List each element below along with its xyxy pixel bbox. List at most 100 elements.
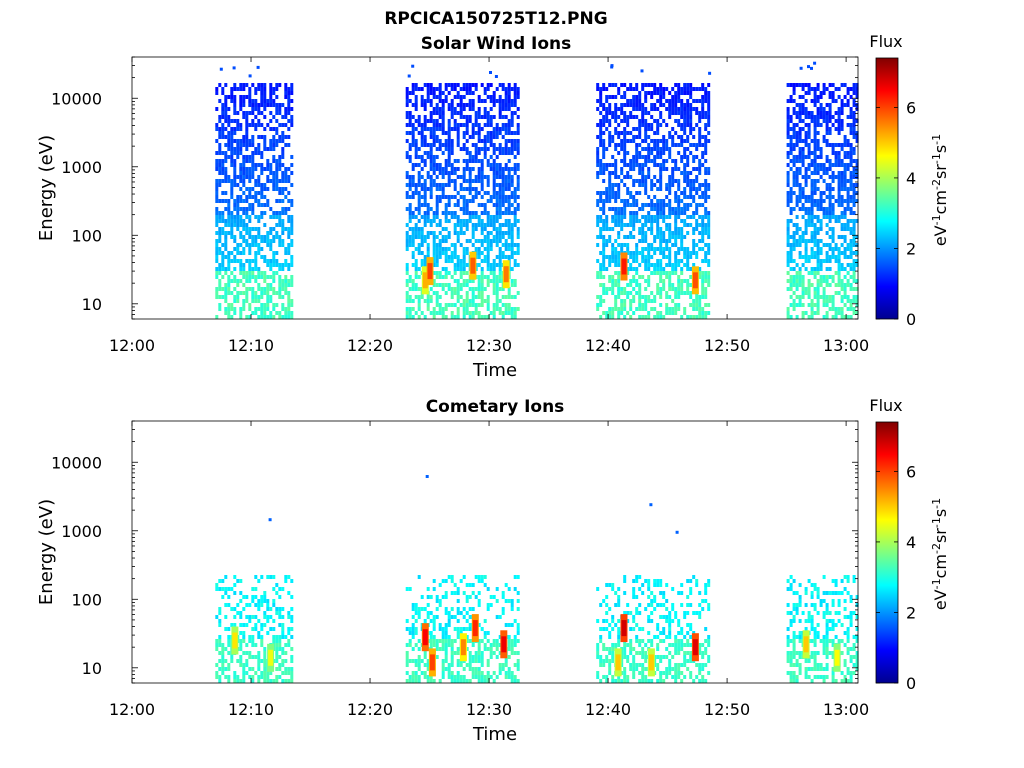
spectrogram-cell: [843, 287, 847, 291]
spectrogram-cell: [504, 255, 508, 259]
spectrogram-cell: [831, 239, 835, 243]
spectrogram-cell: [617, 295, 621, 299]
spectrogram-cell: [656, 123, 660, 127]
spectrogram-cell: [224, 151, 228, 155]
spectrogram-cell: [287, 307, 291, 311]
spectrogram-cell: [474, 223, 478, 227]
spectrogram-cell: [611, 259, 615, 263]
spectrogram-cell: [644, 295, 648, 299]
spectrogram-cell: [233, 163, 237, 167]
spectrogram-cell: [263, 239, 267, 243]
spectrogram-cell: [804, 131, 808, 135]
spectrogram-cell: [507, 91, 511, 95]
spectrogram-cell: [254, 299, 258, 303]
spectrogram-cell: [638, 123, 642, 127]
spectrogram-cell: [221, 171, 225, 175]
spectrogram-cell: [789, 219, 793, 223]
spectrogram-cell: [617, 307, 621, 311]
spectrogram-cell: [411, 123, 415, 127]
spectrogram-cell: [813, 155, 817, 159]
spectrogram-cell: [828, 191, 832, 195]
spectrogram-cell: [432, 615, 436, 619]
spectrogram-cell: [510, 179, 514, 183]
spectrogram-cell: [602, 151, 606, 155]
spectrogram-cell: [480, 175, 484, 179]
spectrogram-cell: [786, 115, 790, 119]
spectrogram-cell: [423, 299, 427, 303]
spectrogram-cell: [510, 311, 514, 315]
spectrogram-cell: [281, 227, 285, 231]
spectrogram-cell: [653, 207, 657, 211]
spectrogram-cell: [474, 151, 478, 155]
spectrogram-cell: [807, 123, 811, 127]
spectrogram-cell: [849, 147, 853, 151]
spectrogram-cell: [698, 127, 702, 131]
spectrogram-cell: [227, 291, 231, 295]
spectrogram-cell: [843, 227, 847, 231]
spectrogram-cell: [438, 247, 442, 251]
spectrogram-cell: [411, 231, 415, 235]
spectrogram-cell: [692, 227, 696, 231]
spectrogram-cell: [608, 307, 612, 311]
spectrogram-cell: [650, 227, 654, 231]
spectrogram-cell: [623, 103, 627, 107]
spectrogram-cell: [855, 83, 859, 87]
spectrogram-cell: [284, 175, 288, 179]
spectrogram-cell: [284, 671, 288, 675]
spectrogram-cell: [257, 119, 261, 123]
spectrogram-cell: [474, 191, 478, 195]
spectrogram-cell: [215, 291, 219, 295]
spectrogram-cell: [611, 95, 615, 99]
spectrogram-cell: [423, 235, 427, 239]
spectrogram-cell: [489, 167, 493, 171]
spectrogram-cell: [671, 103, 675, 107]
spectrogram-cell: [495, 163, 499, 167]
spectrogram-cell: [290, 263, 294, 267]
spectrogram-cell: [429, 219, 433, 223]
spectrogram-cell: [447, 183, 451, 187]
spectrogram-cell: [680, 135, 684, 139]
spectrogram-cell: [792, 191, 796, 195]
spectrogram-cell: [843, 163, 847, 167]
spectrogram-cell: [411, 647, 415, 651]
spectrogram-cell: [462, 307, 466, 311]
spectrogram-cell: [423, 239, 427, 243]
spectrogram-cell: [635, 199, 639, 203]
spectrogram-cell: [435, 291, 439, 295]
spectrogram-cell: [653, 251, 657, 255]
spectrogram-cell: [632, 259, 636, 263]
spectrogram-cell: [483, 255, 487, 259]
spectrogram-cell: [626, 223, 630, 227]
spectrogram-cell: [284, 91, 288, 95]
spectrogram-cell: [269, 119, 273, 123]
spectrogram-cell: [668, 155, 672, 159]
spectrogram-cell: [462, 107, 466, 111]
spectrogram-cell: [486, 223, 490, 227]
spectrogram-cell: [825, 283, 829, 287]
spectrogram-cell: [596, 295, 600, 299]
spectrogram-cell: [828, 199, 832, 203]
spectrogram-cell: [224, 247, 228, 251]
spectrogram-cell: [284, 83, 288, 87]
spectrogram-cell: [290, 107, 294, 111]
spectrogram-cell: [849, 143, 853, 147]
colorbar-unit-solar-wind: eV-1cm-2sr-1s-1: [930, 134, 950, 246]
spectrogram-cell: [248, 243, 252, 247]
spectrogram-cell: [492, 219, 496, 223]
spectrogram-cell: [689, 91, 693, 95]
spectrogram-cell: [855, 243, 859, 247]
spectrogram-cell: [429, 679, 433, 683]
spectrogram-cell: [668, 295, 672, 299]
spectrogram-cell: [269, 179, 273, 183]
spectrogram-cell: [510, 99, 514, 103]
spectrogram-cell: [813, 255, 817, 259]
spectrogram-cell: [239, 623, 243, 627]
spectrogram-cell: [495, 87, 499, 91]
spectrogram-cell: [792, 171, 796, 175]
spectrogram-cell: [849, 303, 853, 307]
spectrogram-cell: [611, 135, 615, 139]
spectrogram-cell: [441, 659, 445, 663]
spectrogram-cell: [278, 103, 282, 107]
spectrogram-cell: [837, 115, 841, 119]
